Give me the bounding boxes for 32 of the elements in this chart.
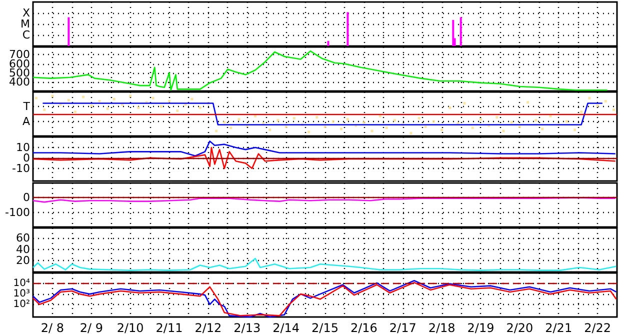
x-tick-label: 2/ 9 (80, 320, 103, 334)
y-tick-label: 400 (9, 76, 30, 89)
x-tick-label: 2/13 (234, 320, 261, 334)
x-tick-label: 2/ 8 (40, 320, 64, 334)
x-tick-label: 2/21 (545, 320, 572, 334)
y-tick-label: 20 (16, 254, 30, 267)
y-tick-label: 10⁴ (13, 278, 30, 290)
x-tick-label: 2/14 (272, 320, 300, 334)
x-tick-label: 2/16 (350, 320, 378, 334)
y-tick-label: 0 (23, 152, 30, 165)
x-tick-label: 2/20 (506, 320, 534, 334)
x-tick-label: 2/17 (389, 320, 416, 334)
x-tick-label: 2/11 (156, 320, 183, 334)
y-tick-label: 60 (16, 231, 30, 244)
y-tick-label: -10 (12, 162, 30, 176)
y-tick-label: 10² (13, 298, 30, 310)
x-tick-label: 2/15 (312, 320, 338, 334)
text: X (22, 6, 30, 20)
text: M (20, 18, 30, 30)
x-tick-label: 2/10 (116, 320, 144, 334)
y-tick-label: 0 (23, 190, 30, 204)
text: A (22, 115, 30, 128)
text: T (22, 100, 30, 114)
text: C (22, 28, 30, 42)
x-tick-label: 2/22 (584, 320, 612, 334)
y-tick-label: -100 (5, 205, 30, 218)
y-tick-label: 40 (16, 242, 30, 256)
x-tick-label: 2/18 (428, 320, 456, 334)
y-tick-label: 10³ (13, 288, 30, 300)
x-tick-label: 2/12 (194, 320, 222, 334)
y-tick-label: 10 (16, 141, 30, 154)
x-tick-label: 2/19 (467, 320, 494, 334)
